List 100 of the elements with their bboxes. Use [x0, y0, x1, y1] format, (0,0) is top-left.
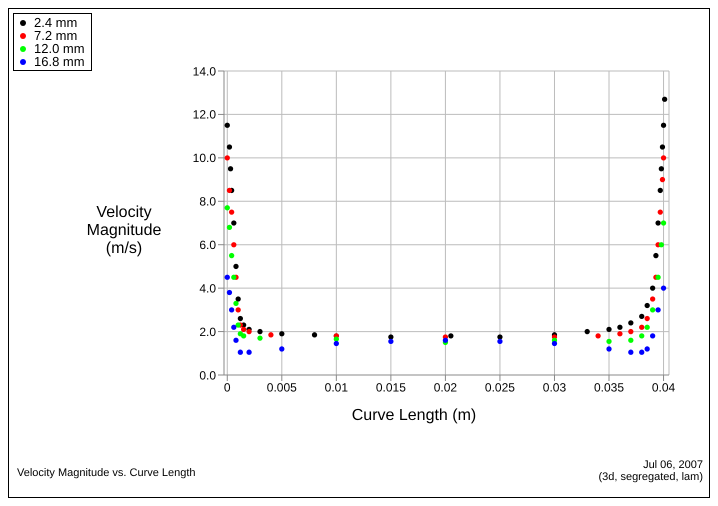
point [644, 346, 650, 352]
x-tick-label: 0.025 [484, 380, 516, 395]
x-tick-label: 0.02 [434, 380, 458, 395]
point [639, 324, 644, 330]
point [233, 300, 239, 306]
point [279, 346, 284, 352]
point [231, 324, 236, 330]
point [650, 307, 656, 312]
point [388, 338, 394, 344]
point [312, 332, 318, 338]
legend-label: 2.4 mm [34, 15, 78, 30]
point [497, 338, 503, 344]
x-tick-label: 0 [224, 380, 231, 395]
point [660, 122, 666, 128]
legend-label: 12.0 mm [34, 41, 85, 56]
point [660, 176, 666, 182]
point [653, 252, 659, 258]
point [224, 122, 230, 128]
x-tick-label: 0.04 [652, 380, 676, 395]
point [236, 307, 241, 312]
point [233, 338, 239, 343]
x-axis-title: Curve Length (m) [350, 407, 478, 425]
point [334, 336, 339, 342]
point [660, 144, 666, 150]
text: Jul 06, 2007 [642, 459, 703, 471]
y-tick-label: 0.0 [199, 368, 216, 382]
point [628, 328, 634, 334]
point [233, 264, 239, 270]
point [628, 350, 634, 355]
point [226, 290, 232, 296]
point [584, 328, 590, 334]
point [660, 220, 666, 226]
point [231, 242, 236, 248]
point [639, 314, 644, 320]
point [552, 340, 558, 346]
point [595, 333, 601, 339]
point [257, 335, 263, 341]
point [617, 331, 623, 336]
x-tick-label: 0.01 [324, 380, 348, 395]
point [617, 324, 623, 330]
point [448, 333, 454, 339]
y-tick-label: 10.0 [192, 151, 216, 166]
point [224, 274, 230, 280]
point [226, 144, 232, 150]
point [660, 286, 666, 291]
point [658, 188, 663, 194]
point [660, 155, 666, 160]
y-tick-label: 2.0 [199, 324, 216, 339]
point [334, 340, 339, 346]
point [662, 96, 668, 102]
y-tick-label: 4.0 [199, 281, 216, 296]
x-tick-label: 0.03 [542, 380, 566, 395]
point [228, 307, 234, 312]
point [639, 333, 644, 339]
point [224, 155, 230, 160]
point [226, 188, 232, 194]
x-tick-label: 0.005 [266, 380, 298, 395]
point [628, 320, 634, 326]
x-tick-label: 0.035 [594, 380, 624, 395]
point [279, 331, 284, 336]
point [246, 350, 252, 355]
point [650, 286, 656, 291]
point [606, 338, 612, 344]
point [497, 334, 503, 340]
point [224, 205, 230, 210]
point [644, 302, 650, 308]
point [228, 166, 234, 172]
point [228, 210, 234, 215]
point [628, 338, 634, 343]
point [655, 220, 661, 226]
point [238, 350, 244, 355]
point [268, 332, 274, 338]
point [644, 324, 650, 330]
x-tick-label: 0.015 [376, 380, 406, 395]
point [655, 307, 661, 312]
point [257, 328, 263, 334]
point [240, 326, 246, 332]
point [650, 333, 656, 339]
point [240, 333, 246, 339]
point [442, 338, 448, 343]
y-tick-label: 6.0 [199, 238, 216, 252]
text: (3d, segregated, lam) [598, 471, 703, 483]
y-tick-label: 8.0 [199, 194, 216, 209]
point [658, 210, 663, 215]
y-tick-label: 12.0 [192, 108, 216, 122]
point [228, 252, 234, 258]
point [606, 346, 612, 352]
point [658, 242, 664, 248]
point [238, 316, 244, 322]
point [231, 274, 236, 280]
point [236, 296, 241, 302]
point [658, 166, 664, 172]
legend-label: 7.2 mm [34, 28, 78, 43]
legend-label: 16.8 mm [34, 54, 85, 69]
point [650, 296, 656, 302]
point [644, 316, 650, 322]
point [639, 350, 644, 355]
point [231, 220, 236, 226]
y-axis-title: Velocity Magnitude (m/s) [86, 204, 162, 258]
y-tick-label: 14.0 [192, 64, 216, 78]
